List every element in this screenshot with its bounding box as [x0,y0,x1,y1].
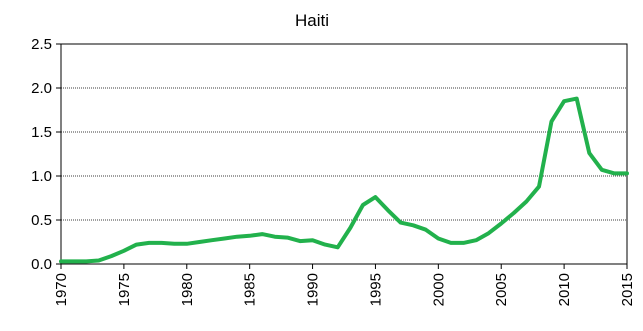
x-tick-label: 1990 [305,273,322,306]
x-tick-label: 1970 [53,273,70,306]
x-tick-label: 1980 [179,273,196,306]
x-tick-label: 2005 [493,273,510,306]
grid-lines [61,43,627,221]
y-tick-label: 1.5 [31,124,52,141]
x-tick-label: 2015 [619,273,636,306]
y-tick-label: 0.5 [31,212,52,229]
y-tick-label: 1.0 [31,168,52,185]
chart-title: Haiti [295,11,329,30]
y-tick-label: 2.0 [31,80,52,97]
x-tick-label: 1995 [367,273,384,306]
x-tick-label: 2010 [556,273,573,306]
plot-frame [60,43,628,265]
y-tick-label: 2.5 [31,36,52,53]
x-tick-label: 1985 [242,273,259,306]
series-line [59,96,629,264]
x-tick-labels: 1970 1975 1980 1985 1990 1995 2000 2005 2010 2015 [53,273,636,306]
series [59,96,629,264]
axes [56,43,628,269]
y-tick-label: 0.0 [31,256,52,273]
y-tick-labels: 0.0 0.5 1.0 1.5 2.0 2.5 [31,36,52,273]
x-tick-label: 2000 [430,273,447,306]
x-tick-label: 1975 [116,273,133,306]
